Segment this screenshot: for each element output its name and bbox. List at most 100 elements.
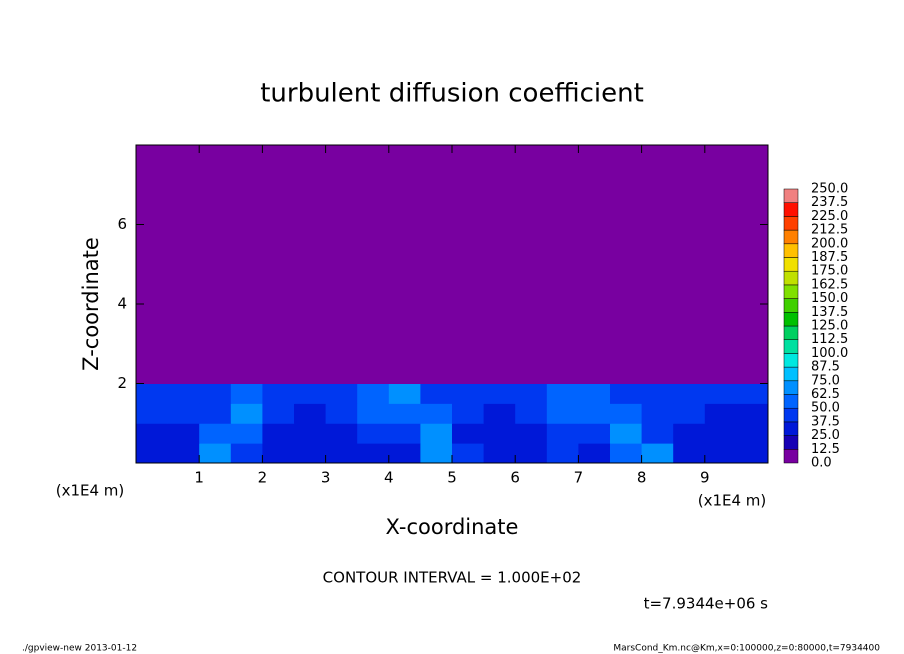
cell <box>610 423 643 444</box>
cell <box>136 423 169 444</box>
cell <box>704 423 737 444</box>
colorbar-label: 37.5 <box>811 414 840 429</box>
cell <box>515 403 548 424</box>
cell <box>262 423 295 444</box>
cell <box>546 145 579 384</box>
colorbar-swatch <box>783 243 799 258</box>
colorbar-label: 187.5 <box>811 250 848 265</box>
cell <box>546 443 579 464</box>
cell <box>452 443 485 464</box>
x-tick-label: 5 <box>447 469 457 487</box>
colorbar-label: 137.5 <box>811 305 848 320</box>
x-tick-label: 8 <box>637 469 647 487</box>
cell <box>546 403 579 424</box>
footer-right: MarsCond_Km.nc@Km,x=0:100000,z=0:80000,t… <box>613 644 880 654</box>
cell <box>673 403 706 424</box>
chart-title: turbulent diffusion coefficient <box>260 79 644 109</box>
axes: 1 2 3 4 5 6 7 8 9 2 4 6 0.012.525.037.550.062.575.08… <box>117 144 848 487</box>
cell <box>641 403 674 424</box>
cell <box>546 383 579 404</box>
colorbar-swatch <box>783 339 799 354</box>
cell <box>357 383 390 404</box>
cell <box>388 145 421 384</box>
cell <box>483 383 516 404</box>
colorbar-swatch <box>783 202 799 217</box>
cell <box>294 423 327 444</box>
colorbar-swatch <box>783 188 799 203</box>
cell <box>736 145 769 384</box>
cell <box>736 423 769 444</box>
cell <box>294 443 327 464</box>
cell <box>388 443 421 464</box>
cell <box>357 423 390 444</box>
colorbar-label: 25.0 <box>811 428 840 443</box>
cell <box>515 443 548 464</box>
colorbar-label: 87.5 <box>811 360 840 375</box>
cell <box>199 403 232 424</box>
cell <box>610 383 643 404</box>
footer-left: ./gpview-new 2013-01-12 <box>22 644 137 654</box>
colorbar-label: 12.5 <box>811 442 840 457</box>
colorbar-label: 50.0 <box>811 401 840 416</box>
cell <box>294 403 327 424</box>
cell <box>199 443 232 464</box>
colorbar-swatch <box>783 421 799 436</box>
colorbar-label: 62.5 <box>811 387 840 402</box>
cell <box>230 145 263 384</box>
x-tick-label: 6 <box>510 469 520 487</box>
cell <box>483 443 516 464</box>
x-axis-label: X-coordinate <box>386 515 519 539</box>
colorbar-label: 125.0 <box>811 319 848 334</box>
colorbar-label: 250.0 <box>811 182 848 197</box>
colorbar-label: 112.5 <box>811 332 848 347</box>
cell <box>325 443 358 464</box>
cell <box>325 403 358 424</box>
cell <box>262 403 295 424</box>
cell <box>262 145 295 384</box>
x-tick-label: 1 <box>194 469 204 487</box>
cell <box>230 443 263 464</box>
cell <box>673 443 706 464</box>
colorbar-swatch <box>783 325 799 340</box>
colorbar-swatch <box>783 216 799 231</box>
cell <box>736 443 769 464</box>
cell <box>483 145 516 384</box>
cell <box>420 145 453 384</box>
cell <box>357 443 390 464</box>
colorbar-label: 75.0 <box>811 373 840 388</box>
cell <box>199 145 232 384</box>
cell <box>136 383 169 404</box>
cell <box>136 403 169 424</box>
colorbar-swatch <box>783 366 799 382</box>
cell <box>325 423 358 444</box>
cell <box>483 423 516 444</box>
cell <box>736 403 769 424</box>
cell <box>167 403 200 424</box>
cell <box>578 383 611 404</box>
cell <box>673 145 706 384</box>
cell <box>736 383 769 404</box>
cell <box>357 145 390 384</box>
cell <box>230 423 263 444</box>
cell <box>420 443 453 464</box>
x-tick-label: 4 <box>384 469 394 487</box>
cell <box>388 403 421 424</box>
cell <box>452 403 485 424</box>
colorbar-swatch <box>783 312 799 327</box>
cell <box>578 403 611 424</box>
cell <box>420 423 453 444</box>
cell <box>515 383 548 404</box>
cell <box>167 383 200 404</box>
colorbar-swatch <box>783 435 799 450</box>
cell <box>294 145 327 384</box>
field <box>136 145 769 464</box>
cell <box>641 383 674 404</box>
cell <box>420 383 453 404</box>
cell <box>262 383 295 404</box>
colorbar-label: 212.5 <box>811 223 848 238</box>
cell <box>357 403 390 424</box>
cell <box>388 423 421 444</box>
y-tick-label: 2 <box>117 374 127 392</box>
cell <box>673 383 706 404</box>
